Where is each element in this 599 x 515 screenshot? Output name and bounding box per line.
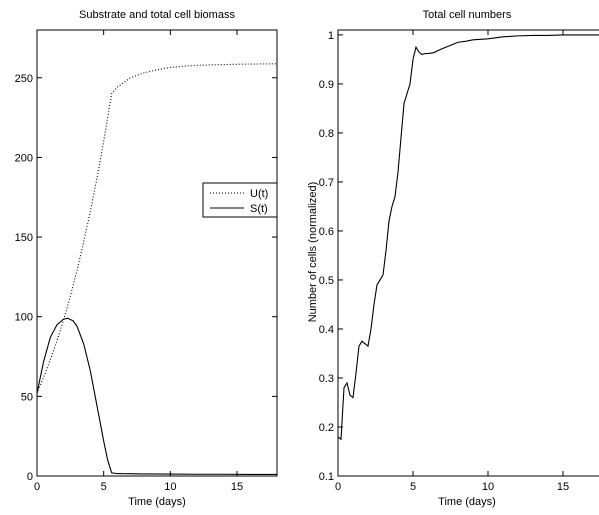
cell-numbers-ytick-label: 1 [328, 30, 334, 42]
biomass-series-line-st [36, 317, 277, 475]
legend: U(t) S(t) [202, 182, 278, 218]
cell-numbers-xtick-label: 10 [482, 481, 494, 493]
cell-numbers-ytick-label: 0.9 [319, 79, 334, 91]
biomass-series-line-ut [36, 63, 278, 394]
biomass-ytick-label: 150 [15, 232, 33, 244]
cell-numbers-ytick-label: 0.7 [319, 177, 334, 189]
biomass-xtick-label: 0 [34, 481, 40, 493]
biomass-xtick-label: 10 [164, 481, 176, 493]
cell-numbers-plot-xlabel: Time (days) [438, 496, 496, 508]
cell-numbers-plot-ylabel: Number of cells (normalized) [307, 182, 319, 323]
cell-numbers-xtick-label: 5 [410, 481, 416, 493]
biomass-ytick-label: 100 [15, 312, 33, 324]
cell-numbers-plot-title: Total cell numbers [423, 9, 512, 21]
cell-numbers-plot: Total cell numbers 0.1 0.2 0.3 0.4 0.5 0.6 0.7… [307, 9, 599, 508]
legend-box [202, 182, 278, 218]
cell-numbers-ytick-label: 0.2 [319, 422, 334, 434]
biomass-plot-frame [36, 29, 278, 477]
biomass-xtick-label: 5 [101, 481, 107, 493]
cell-numbers-ytick-label: 0.8 [319, 128, 334, 140]
legend-label-u: U(t) [250, 188, 268, 200]
cell-numbers-plot-frame [337, 29, 599, 477]
biomass-plot-title: Substrate and total cell biomass [79, 9, 235, 21]
biomass-plot-xlabel: Time (days) [128, 496, 186, 508]
biomass-ytick-label: 50 [21, 391, 33, 403]
cell-numbers-ytick-label: 0.5 [319, 275, 334, 287]
cell-numbers-xtick-label: 0 [335, 481, 341, 493]
biomass-ytick-label: 200 [15, 152, 33, 164]
biomass-xtick-label: 15 [231, 481, 243, 493]
biomass-plot: Substrate and total cell biomass 0501001… [15, 9, 278, 508]
cell-numbers-xtick-label: 15 [557, 481, 569, 493]
legend-label-s: S(t) [250, 203, 268, 215]
biomass-ytick-label: 250 [15, 73, 33, 85]
cell-numbers-ytick-label: 0.4 [319, 324, 334, 336]
cell-numbers-ytick-label: 0.6 [319, 226, 334, 238]
biomass-ytick-label: 0 [27, 471, 33, 483]
cell-numbers-ytick-label: 0.1 [319, 471, 334, 483]
cell-numbers-ytick-label: 0.3 [319, 373, 334, 385]
cell-numbers-series-line-0 [337, 34, 599, 441]
